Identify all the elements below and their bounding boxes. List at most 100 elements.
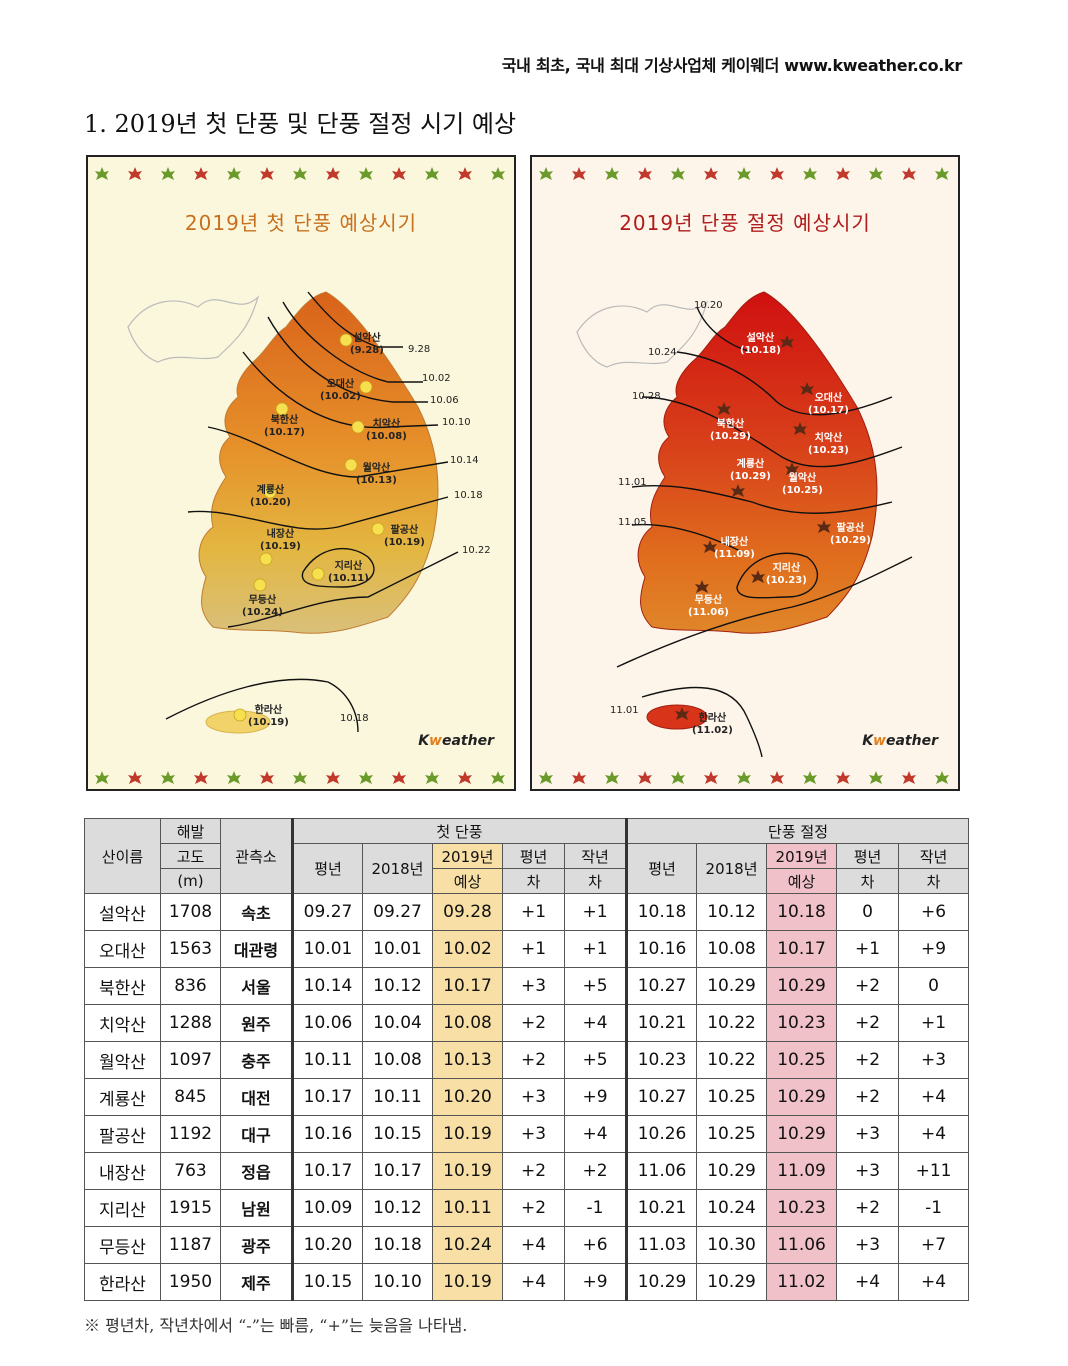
cell-p-2018: 10.30	[696, 1226, 768, 1264]
table-row: 내장산 763 정읍 10.17 10.17 10.19 +2 +2 11.06 10.29 11.…	[84, 1152, 970, 1190]
cell-f-normal: 10.06	[291, 1004, 363, 1042]
cell-p-dl: +11	[898, 1152, 970, 1190]
table-row: 계룡산 845 대전 10.17 10.11 10.20 +3 +9 10.27 10.25 10.…	[84, 1078, 970, 1116]
cell-p-dn: +2	[836, 1041, 900, 1079]
cell-f-dl: +5	[563, 967, 628, 1005]
table-row: 무등산 1187 광주 10.20 10.18 10.24 +4 +6 11.03 10.30 11…	[84, 1226, 970, 1264]
cell-altitude: 1288	[160, 1004, 221, 1042]
cell-mountain: 설악산	[84, 893, 161, 931]
col-header-diff-normal: 평년	[836, 843, 900, 869]
cell-p-normal: 10.27	[625, 1078, 698, 1116]
map-label-jirisan: 지리산 (10.23)	[766, 563, 807, 586]
map-label-odaesan: 오대산 (10.02)	[320, 379, 361, 402]
isoline-label: 10.10	[442, 417, 471, 428]
cell-p-dl: +3	[898, 1041, 970, 1079]
cell-f-dn: +2	[502, 1004, 565, 1042]
cell-altitude: 763	[160, 1152, 221, 1190]
col-header-2019: 2019년	[766, 843, 838, 869]
cell-f-dn: +4	[502, 1263, 565, 1301]
cell-f-2018: 10.04	[362, 1004, 433, 1042]
cell-p-2019: 10.18	[766, 893, 838, 931]
cell-p-dn: +2	[836, 1078, 900, 1116]
map-label-odaesan: 오대산 (10.17)	[808, 393, 849, 416]
map-label-palgongsan: 팔공산 (10.19)	[384, 525, 425, 548]
cell-p-dn: +2	[836, 967, 900, 1005]
cell-p-normal: 10.27	[625, 967, 698, 1005]
cell-f-2019: 10.17	[432, 967, 503, 1005]
cell-f-2018: 10.08	[362, 1041, 433, 1079]
cell-f-dl: +9	[563, 1263, 628, 1301]
cell-mountain: 월악산	[84, 1041, 161, 1079]
peak-foliage-map-graphic	[539, 167, 949, 784]
cell-p-normal: 11.03	[625, 1226, 698, 1264]
map-label-naejangsan: 내장산 (10.19)	[260, 529, 301, 552]
group-header-first: 첫 단풍	[290, 818, 628, 844]
cell-p-2019: 11.09	[766, 1152, 838, 1190]
cell-f-normal: 10.01	[291, 930, 363, 968]
cell-p-dn: +1	[836, 930, 900, 968]
isoline-label: 10.18	[454, 490, 483, 501]
cell-f-normal: 10.16	[291, 1115, 363, 1153]
cell-mountain: 한라산	[84, 1263, 161, 1301]
map-label-palgongsan: 팔공산 (10.29)	[830, 523, 871, 546]
isoline-label: 10.06	[430, 395, 459, 406]
map-label-gyeryongsan: 계룡산 (10.20)	[250, 485, 291, 508]
cell-f-normal: 09.27	[291, 893, 363, 931]
cell-p-dl: -1	[898, 1189, 970, 1227]
cell-f-2019: 10.11	[432, 1189, 503, 1227]
col-header-altitude: 고도	[160, 843, 221, 869]
cell-f-dl: +5	[563, 1041, 628, 1079]
col-header-station: 관측소	[220, 818, 293, 894]
cell-station: 대구	[220, 1115, 293, 1153]
cell-p-normal: 10.21	[625, 1189, 698, 1227]
table-row: 북한산 836 서울 10.14 10.12 10.17 +3 +5 10.27 10.29 10.…	[84, 967, 970, 1005]
cell-f-2018: 10.18	[362, 1226, 433, 1264]
map-label-seoraksan: 설악산 (10.18)	[740, 333, 781, 356]
cell-p-dn: +4	[836, 1263, 900, 1301]
isoline-label: 11.01	[610, 705, 639, 716]
cell-p-2018: 10.08	[696, 930, 768, 968]
table-row: 한라산 1950 제주 10.15 10.10 10.19 +4 +9 10.29 10.29 11…	[84, 1263, 970, 1301]
cell-p-normal: 10.18	[625, 893, 698, 931]
col-header-2019: 예상	[432, 868, 503, 894]
map-label-seoraksan: 설악산 (9.28)	[350, 333, 384, 356]
cell-mountain: 계룡산	[84, 1078, 161, 1116]
isoline-label: 10.28	[632, 391, 661, 402]
col-header-normal: 평년	[291, 843, 363, 894]
map-label-naejangsan: 내장산 (11.09)	[714, 537, 755, 560]
col-header-mountain: 산이름	[84, 818, 161, 894]
col-header-2018: 2018년	[362, 843, 433, 894]
cell-p-dl: +4	[898, 1263, 970, 1301]
cell-p-2018: 10.25	[696, 1115, 768, 1153]
cell-station: 속초	[220, 893, 293, 931]
cell-p-dl: +4	[898, 1115, 970, 1153]
cell-mountain: 북한산	[84, 967, 161, 1005]
cell-p-normal: 10.23	[625, 1041, 698, 1079]
cell-p-dn: 0	[836, 893, 900, 931]
cell-f-normal: 10.11	[291, 1041, 363, 1079]
cell-f-normal: 10.20	[291, 1226, 363, 1264]
cell-p-dl: +4	[898, 1078, 970, 1116]
col-header-diff-last: 작년	[563, 843, 628, 869]
map-label-bukhansan: 북한산 (10.17)	[264, 415, 305, 438]
map-label-mudeungsan: 무등산 (11.06)	[688, 595, 729, 618]
cell-f-dn: +1	[502, 893, 565, 931]
cell-p-2019: 11.02	[766, 1263, 838, 1301]
cell-p-dn: +3	[836, 1115, 900, 1153]
cell-f-2019: 10.20	[432, 1078, 503, 1116]
col-header-2019: 2019년	[432, 843, 503, 869]
cell-p-2018: 10.29	[696, 1152, 768, 1190]
cell-mountain: 지리산	[84, 1189, 161, 1227]
map-label-bukhansan: 북한산 (10.29)	[710, 419, 751, 442]
cell-f-2019: 10.24	[432, 1226, 503, 1264]
cell-f-normal: 10.17	[291, 1078, 363, 1116]
cell-station: 원주	[220, 1004, 293, 1042]
map-label-hallasan: 한라산 (10.19)	[248, 705, 289, 728]
cell-altitude: 845	[160, 1078, 221, 1116]
first-map-title: 2019년 첫 단풍 예상시기	[184, 211, 418, 235]
table-row: 설악산 1708 속초 09.27 09.27 09.28 +1 +1 10.18 10.12 10…	[84, 893, 970, 931]
cell-p-dl: 0	[898, 967, 970, 1005]
cell-f-2019: 10.08	[432, 1004, 503, 1042]
col-header-diff-last: 차	[563, 868, 628, 894]
cell-f-dl: +1	[563, 893, 628, 931]
